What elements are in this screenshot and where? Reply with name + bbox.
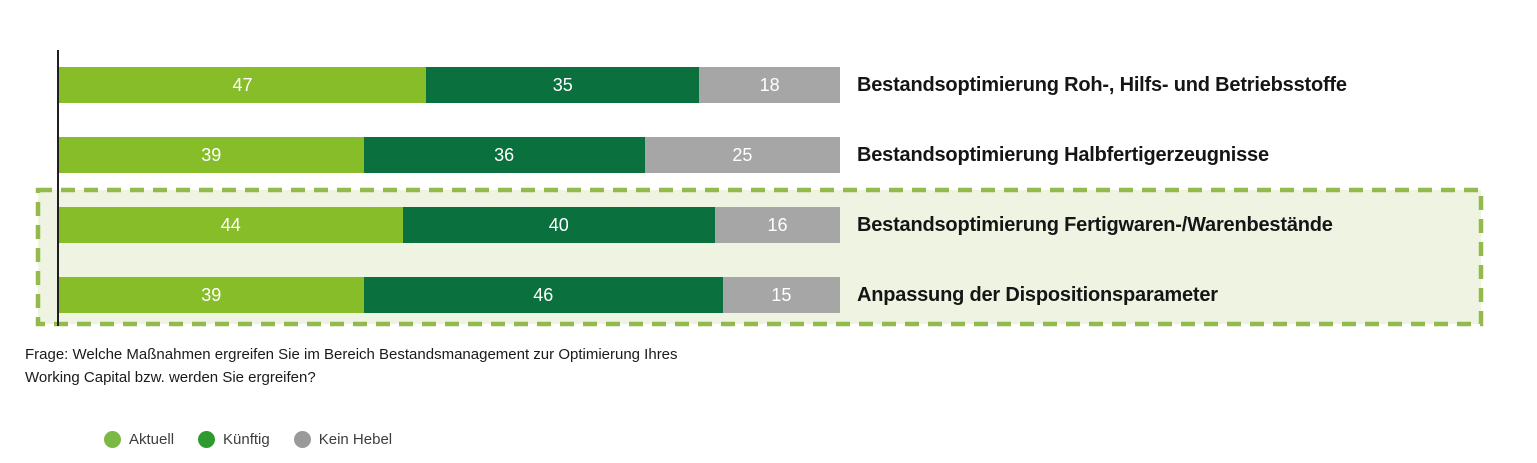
legend: Aktuell Künftig Kein Hebel xyxy=(104,431,392,448)
category-label: Bestandsoptimierung Roh-, Hilfs- und Bet… xyxy=(857,74,1347,96)
bar-row: 39 36 25 Bestandsoptimierung Halbfertigerze… xyxy=(0,137,1537,173)
segment-value: 15 xyxy=(771,285,792,305)
stacked-bar: 44 40 16 xyxy=(59,207,840,243)
legend-dot-icon xyxy=(198,431,216,448)
segment-value: 39 xyxy=(201,145,222,165)
segment-value: 40 xyxy=(548,215,569,235)
footnote-line-2: Working Capital bzw. werden Sie ergreife… xyxy=(25,369,316,386)
bar-row: 39 46 15 Anpassung der Dispositionsparamete… xyxy=(0,277,1537,313)
bar-segment-aktuell: 47 xyxy=(59,67,427,103)
legend-label: Künftig xyxy=(223,431,270,448)
segment-value: 25 xyxy=(732,145,753,165)
bar-segment-aktuell: 39 xyxy=(59,277,364,313)
legend-dot-icon xyxy=(293,431,311,448)
bar-segment-aktuell: 44 xyxy=(59,207,403,243)
legend-item: Künftig xyxy=(198,431,270,448)
bar-segment-kein-hebel: 15 xyxy=(722,277,840,313)
bar-segment-kuenftig: 40 xyxy=(402,207,716,243)
legend-label: Kein Hebel xyxy=(318,431,393,448)
stacked-bar: 39 36 25 xyxy=(59,137,840,173)
bar-segment-kein-hebel: 25 xyxy=(644,137,840,173)
segment-value: 16 xyxy=(767,215,788,235)
legend-label: Aktuell xyxy=(129,431,175,448)
legend-dot-icon xyxy=(104,431,121,448)
bar-row: 44 40 16 Bestandsoptimierung Fertigwaren-/W… xyxy=(0,207,1537,243)
category-label: Anpassung der Dispositionsparameter xyxy=(857,284,1218,306)
y-axis-line xyxy=(57,50,59,326)
legend-item: Aktuell xyxy=(104,431,174,448)
stacked-bar: 47 35 18 xyxy=(59,67,840,103)
category-label: Bestandsoptimierung Fertigwaren-/Warenbe… xyxy=(857,214,1333,236)
legend-item: Kein Hebel xyxy=(293,431,393,448)
bar-segment-kein-hebel: 16 xyxy=(715,207,840,243)
category-label: Bestandsoptimierung Halbfertigerzeugniss… xyxy=(857,144,1269,166)
footnote-line-1: Frage: Welche Maßnahmen ergreifen Sie im… xyxy=(25,346,678,363)
bar-segment-kuenftig: 36 xyxy=(363,137,645,173)
segment-value: 44 xyxy=(220,215,241,235)
bar-segment-kuenftig: 46 xyxy=(363,277,723,313)
bar-segment-kuenftig: 35 xyxy=(426,67,700,103)
footnote: Frage: Welche Maßnahmen ergreifen Sie im… xyxy=(25,343,678,389)
segment-value: 36 xyxy=(494,145,515,165)
segment-value: 18 xyxy=(759,75,780,95)
bar-row: 47 35 18 Bestandsoptimierung Roh-, Hilfs- u… xyxy=(0,67,1537,103)
segment-value: 39 xyxy=(201,285,222,305)
segment-value: 35 xyxy=(552,75,573,95)
stacked-bar: 39 46 15 xyxy=(59,277,840,313)
bar-segment-kein-hebel: 18 xyxy=(699,67,840,103)
segment-value: 47 xyxy=(232,75,253,95)
bar-segment-aktuell: 39 xyxy=(59,137,364,173)
segment-value: 46 xyxy=(533,285,554,305)
